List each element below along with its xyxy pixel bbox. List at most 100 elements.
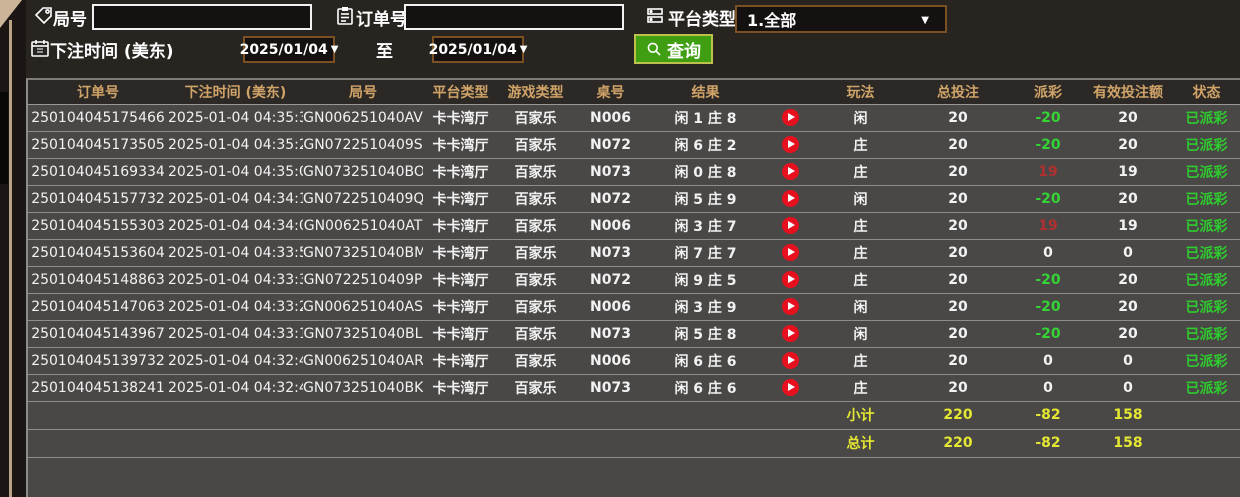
play-video-icon[interactable]: [782, 271, 799, 288]
filter-bar: 局号 订单号 平台类型 1.全部 ▼ 下注时间 (美东) 2025/01/04 …: [26, 0, 1240, 78]
grand-total-row: 总计 220 -82 158: [28, 429, 1240, 458]
cell-game-type: 百家乐: [498, 131, 573, 159]
cell-play-type: 闲: [818, 104, 903, 132]
bet-time-label: 下注时间 (美东): [50, 42, 174, 62]
cell-play-type: 庄: [818, 374, 903, 402]
play-video-icon[interactable]: [782, 217, 799, 234]
cell-result: 闲 9 庄 5: [648, 266, 763, 294]
cell-valid-bet: 20: [1083, 185, 1173, 213]
cell-platform: 卡卡湾厅: [423, 104, 498, 132]
cell-video: [763, 185, 818, 213]
table-row: 250104045169334 2025-01-04 04:35:08 GN0732…: [28, 158, 1240, 186]
bet-records-panel: 订单号 下注时间 (美东) 局号 平台类型 游戏类型 桌号 结果 玩法 总投注 …: [26, 78, 1240, 497]
cell-video: [763, 212, 818, 240]
platform-type-select[interactable]: 1.全部 ▼: [735, 5, 947, 33]
cell-bet-time: 2025-01-04 04:33:10: [168, 320, 303, 348]
cell-table-number: N073: [573, 239, 648, 267]
play-video-icon[interactable]: [782, 298, 799, 315]
play-video-icon[interactable]: [782, 352, 799, 369]
cell-status: 已派彩: [1173, 239, 1240, 267]
platform-selected-value: 1.全部: [747, 11, 797, 30]
cell-game-type: 百家乐: [498, 293, 573, 321]
cell-empty: [28, 401, 168, 430]
play-video-icon[interactable]: [782, 163, 799, 180]
play-video-icon[interactable]: [782, 379, 799, 396]
cell-payout: -20: [1013, 185, 1083, 213]
cell-table-number: N006: [573, 293, 648, 321]
cell-platform: 卡卡湾厅: [423, 185, 498, 213]
col-header-valid-bet: 有效投注额: [1083, 80, 1173, 105]
cell-bet-time: 2025-01-04 04:32:49: [168, 347, 303, 375]
date-from-picker[interactable]: 2025/01/04 ▼: [240, 36, 338, 63]
col-header-video: [763, 80, 818, 105]
cell-payout: 0: [1013, 347, 1083, 375]
cell-table-number: N072: [573, 185, 648, 213]
cell-bet-time: 2025-01-04 04:35:25: [168, 131, 303, 159]
cell-platform: 卡卡湾厅: [423, 266, 498, 294]
cell-platform: 卡卡湾厅: [423, 158, 498, 186]
cell-bet-time: 2025-01-04 04:33:25: [168, 293, 303, 321]
cell-platform: 卡卡湾厅: [423, 131, 498, 159]
play-video-icon[interactable]: [782, 244, 799, 261]
cell-play-type: 庄: [818, 266, 903, 294]
cell-video: [763, 104, 818, 132]
cell-play-type: 闲: [818, 320, 903, 348]
cell-platform: 卡卡湾厅: [423, 374, 498, 402]
cell-result: 闲 1 庄 8: [648, 104, 763, 132]
play-video-icon[interactable]: [782, 325, 799, 342]
order-number-input[interactable]: [404, 4, 624, 30]
cell-valid-bet: 19: [1083, 158, 1173, 186]
cell-video: [763, 158, 818, 186]
date-to-picker[interactable]: 2025/01/04 ▼: [428, 36, 527, 63]
search-button[interactable]: 查询: [634, 34, 713, 64]
play-video-icon[interactable]: [782, 190, 799, 207]
cell-total-bet: 20: [903, 320, 1013, 348]
col-header-payout: 派彩: [1013, 80, 1083, 105]
empty-filler-row: [28, 457, 1240, 489]
cell-play-type: 庄: [818, 131, 903, 159]
cell-empty: [1173, 401, 1240, 430]
table-row: 250104045139732 2025-01-04 04:32:49 GN0062…: [28, 347, 1240, 375]
play-video-icon[interactable]: [782, 109, 799, 126]
table-row: 250104045175466 2025-01-04 04:35:35 GN0062…: [28, 104, 1240, 132]
cell-game-type: 百家乐: [498, 266, 573, 294]
cell-game-type: 百家乐: [498, 185, 573, 213]
cell-status: 已派彩: [1173, 158, 1240, 186]
cell-empty: [1173, 429, 1240, 458]
col-header-status: 状态: [1173, 80, 1240, 105]
cell-play-type: 庄: [818, 239, 903, 267]
cell-total-bet: 20: [903, 239, 1013, 267]
cell-valid-bet: 20: [1083, 320, 1173, 348]
cell-order-number: 250104045138241: [28, 374, 168, 402]
cell-table-number: N006: [573, 212, 648, 240]
round-number-input[interactable]: [92, 4, 312, 30]
date-to-value: 2025/01/04: [428, 41, 517, 58]
cell-table-number: N073: [573, 158, 648, 186]
cell-order-number: 250104045173505: [28, 131, 168, 159]
cell-result: 闲 5 庄 8: [648, 320, 763, 348]
cell-status: 已派彩: [1173, 293, 1240, 321]
col-header-bet-time: 下注时间 (美东): [168, 80, 303, 105]
cell-payout: 0: [1013, 239, 1083, 267]
cell-play-type: 闲: [818, 293, 903, 321]
cell-valid-bet: 20: [1083, 131, 1173, 159]
tag-icon: [34, 6, 54, 26]
cell-game-type: 百家乐: [498, 212, 573, 240]
cell-round-number: GN073251040BL: [303, 320, 423, 348]
bet-records-table: 订单号 下注时间 (美东) 局号 平台类型 游戏类型 桌号 结果 玩法 总投注 …: [28, 80, 1240, 489]
clipboard-icon: [335, 6, 355, 26]
chevron-down-icon: ▼: [330, 44, 339, 55]
cell-payout: -20: [1013, 131, 1083, 159]
platform-type-label: 平台类型: [668, 10, 736, 30]
table-row: 250104045173505 2025-01-04 04:35:25 GN0722…: [28, 131, 1240, 159]
chevron-down-icon: ▼: [921, 15, 929, 26]
play-video-icon[interactable]: [782, 136, 799, 153]
cell-empty: [573, 429, 648, 458]
cell-order-number: 250104045169334: [28, 158, 168, 186]
cell-status: 已派彩: [1173, 212, 1240, 240]
edge-block-decoration: [0, 92, 8, 184]
cell-empty: [423, 429, 498, 458]
total-bet-sum: 220: [903, 401, 1013, 430]
total-label: 小计: [818, 401, 903, 430]
cell-result: 闲 3 庄 9: [648, 293, 763, 321]
